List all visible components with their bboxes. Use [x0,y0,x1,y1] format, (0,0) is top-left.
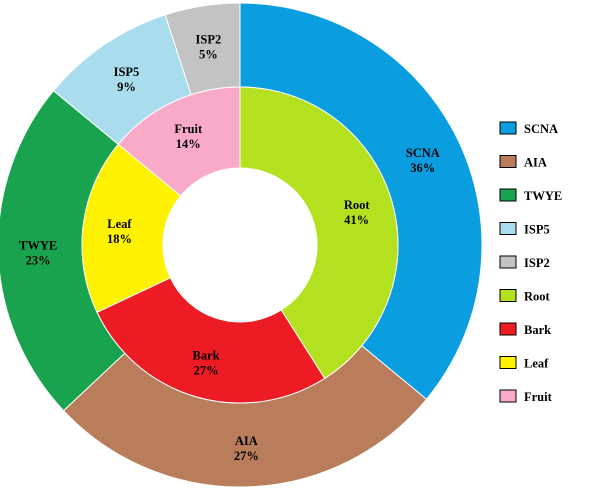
slice-label-inner-fruit: Fruit 14% [174,122,203,151]
legend: SCNA AIA TWYE ISP5 ISP2 Root Bark Leaf Fruit [499,121,562,404]
slice-inner-leaf [81,143,182,313]
legend-swatch-fruit [499,389,517,403]
legend-item-isp5: ISP5 [499,222,550,237]
outer-ring [0,2,483,488]
legend-swatch-bark [499,322,517,336]
legend-swatch-scna [499,121,517,135]
slice-label-inner-leaf: Leaf 18% [107,217,132,246]
legend-label-root: Root [524,290,551,304]
legend-label-aia: AIA [524,156,547,170]
donut-hole [163,168,317,322]
legend-label-scna: SCNA [524,122,558,136]
legend-swatch-root [499,289,517,302]
slice-label-inner-bark: Bark 27% [193,349,220,378]
slice-label-outer-aia: AIA 27% [234,434,259,463]
slice-label-outer-isp5: ISP5 9% [114,65,140,94]
slice-label-outer-isp2: ISP2 5% [196,32,222,61]
legend-label-bark: Bark [524,323,551,337]
legend-label-leaf: Leaf [524,357,549,371]
legend-item-fruit: Fruit [499,389,553,404]
legend-item-isp2: ISP2 [499,255,550,270]
legend-item-aia: AIA [499,155,547,170]
legend-label-fruit: Fruit [524,390,553,404]
slice-label-outer-scna: SCNA 36% [406,146,440,175]
legend-swatch-isp5 [499,222,517,235]
slice-labels: SCNA 36% AIA 27% TWYE 23% ISP5 9% ISP2 5% Root 41% B… [19,32,440,462]
legend-label-isp2: ISP2 [524,256,550,270]
legend-swatch-isp2 [499,255,517,269]
slice-label-inner-root: Root 41% [344,198,371,227]
inner-ring [81,86,399,404]
legend-label-isp5: ISP5 [524,223,550,237]
legend-item-twye: TWYE [499,188,562,203]
legend-label-twye: TWYE [524,189,562,203]
legend-item-scna: SCNA [499,121,558,136]
slice-label-outer-twye: TWYE 23% [19,238,57,267]
legend-swatch-aia [499,155,517,168]
legend-item-bark: Bark [499,322,551,337]
slice-inner-fruit [117,86,241,197]
legend-swatch-leaf [499,356,517,369]
legend-item-leaf: Leaf [499,356,549,371]
legend-item-root: Root [499,289,551,304]
legend-swatch-twye [499,188,517,202]
